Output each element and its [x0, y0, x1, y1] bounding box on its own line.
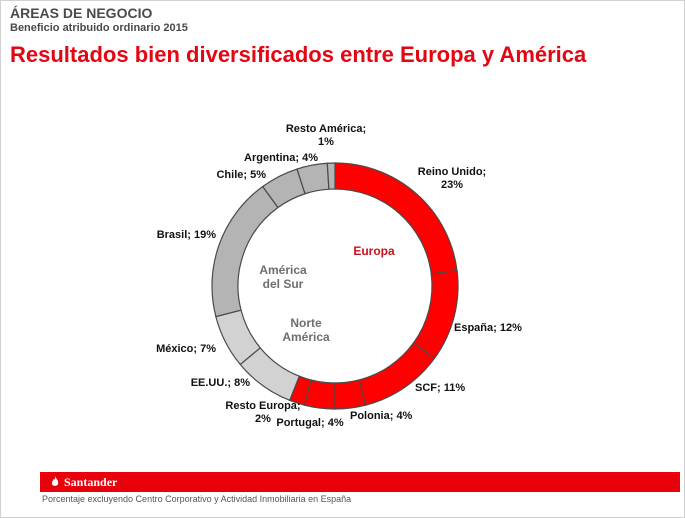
- slice-label-polonia: Polonia; 4%: [350, 410, 413, 422]
- section-subtitle: Beneficio atribuido ordinario 2015: [10, 22, 188, 34]
- slice-scf: [358, 342, 436, 406]
- slice-label-chile: Chile; 5%: [216, 169, 266, 181]
- slice-espana: [412, 269, 459, 360]
- group-label-europa: Europa: [353, 244, 395, 258]
- page-title: Resultados bien diversificados entre Eur…: [10, 42, 587, 67]
- footer-note: Porcentaje excluyendo Centro Corporativo…: [42, 494, 352, 504]
- slice-label-scf: SCF; 11%: [415, 382, 465, 394]
- group-label-america-del-sur: América del Sur: [259, 263, 307, 291]
- slice-label-mexico: México; 7%: [156, 343, 216, 355]
- group-label-norte-america: Norte América: [282, 316, 330, 344]
- footer-bar: [40, 472, 680, 492]
- slice-label-resto-europa: Resto Europa; 2%: [225, 400, 300, 425]
- brand-name: Santander: [64, 474, 118, 489]
- section-title: ÁREAS DE NEGOCIO: [10, 5, 153, 21]
- donut-slices: [211, 162, 459, 410]
- slice-label-argentina: Argentina; 4%: [244, 152, 318, 164]
- slice-label-reino-unido: Reino Unido; 23%: [418, 166, 486, 191]
- flame-icon: [51, 476, 59, 486]
- slice-label-brasil: Brasil; 19%: [157, 229, 217, 241]
- santander-logo: Santander: [50, 474, 117, 490]
- slice-brasil: [211, 185, 279, 318]
- slice-label-espana: España; 12%: [454, 322, 522, 334]
- slice-label-resto-america: Resto América; 1%: [286, 123, 366, 148]
- slice-label-portugal: Portugal; 4%: [276, 417, 343, 429]
- slice-label-ee-uu: EE.UU.; 8%: [191, 377, 251, 389]
- slice-resto-america: [326, 162, 336, 190]
- donut-chart: Reino Unido; 23% España; 12% SCF; 11% Poloni…: [156, 123, 522, 429]
